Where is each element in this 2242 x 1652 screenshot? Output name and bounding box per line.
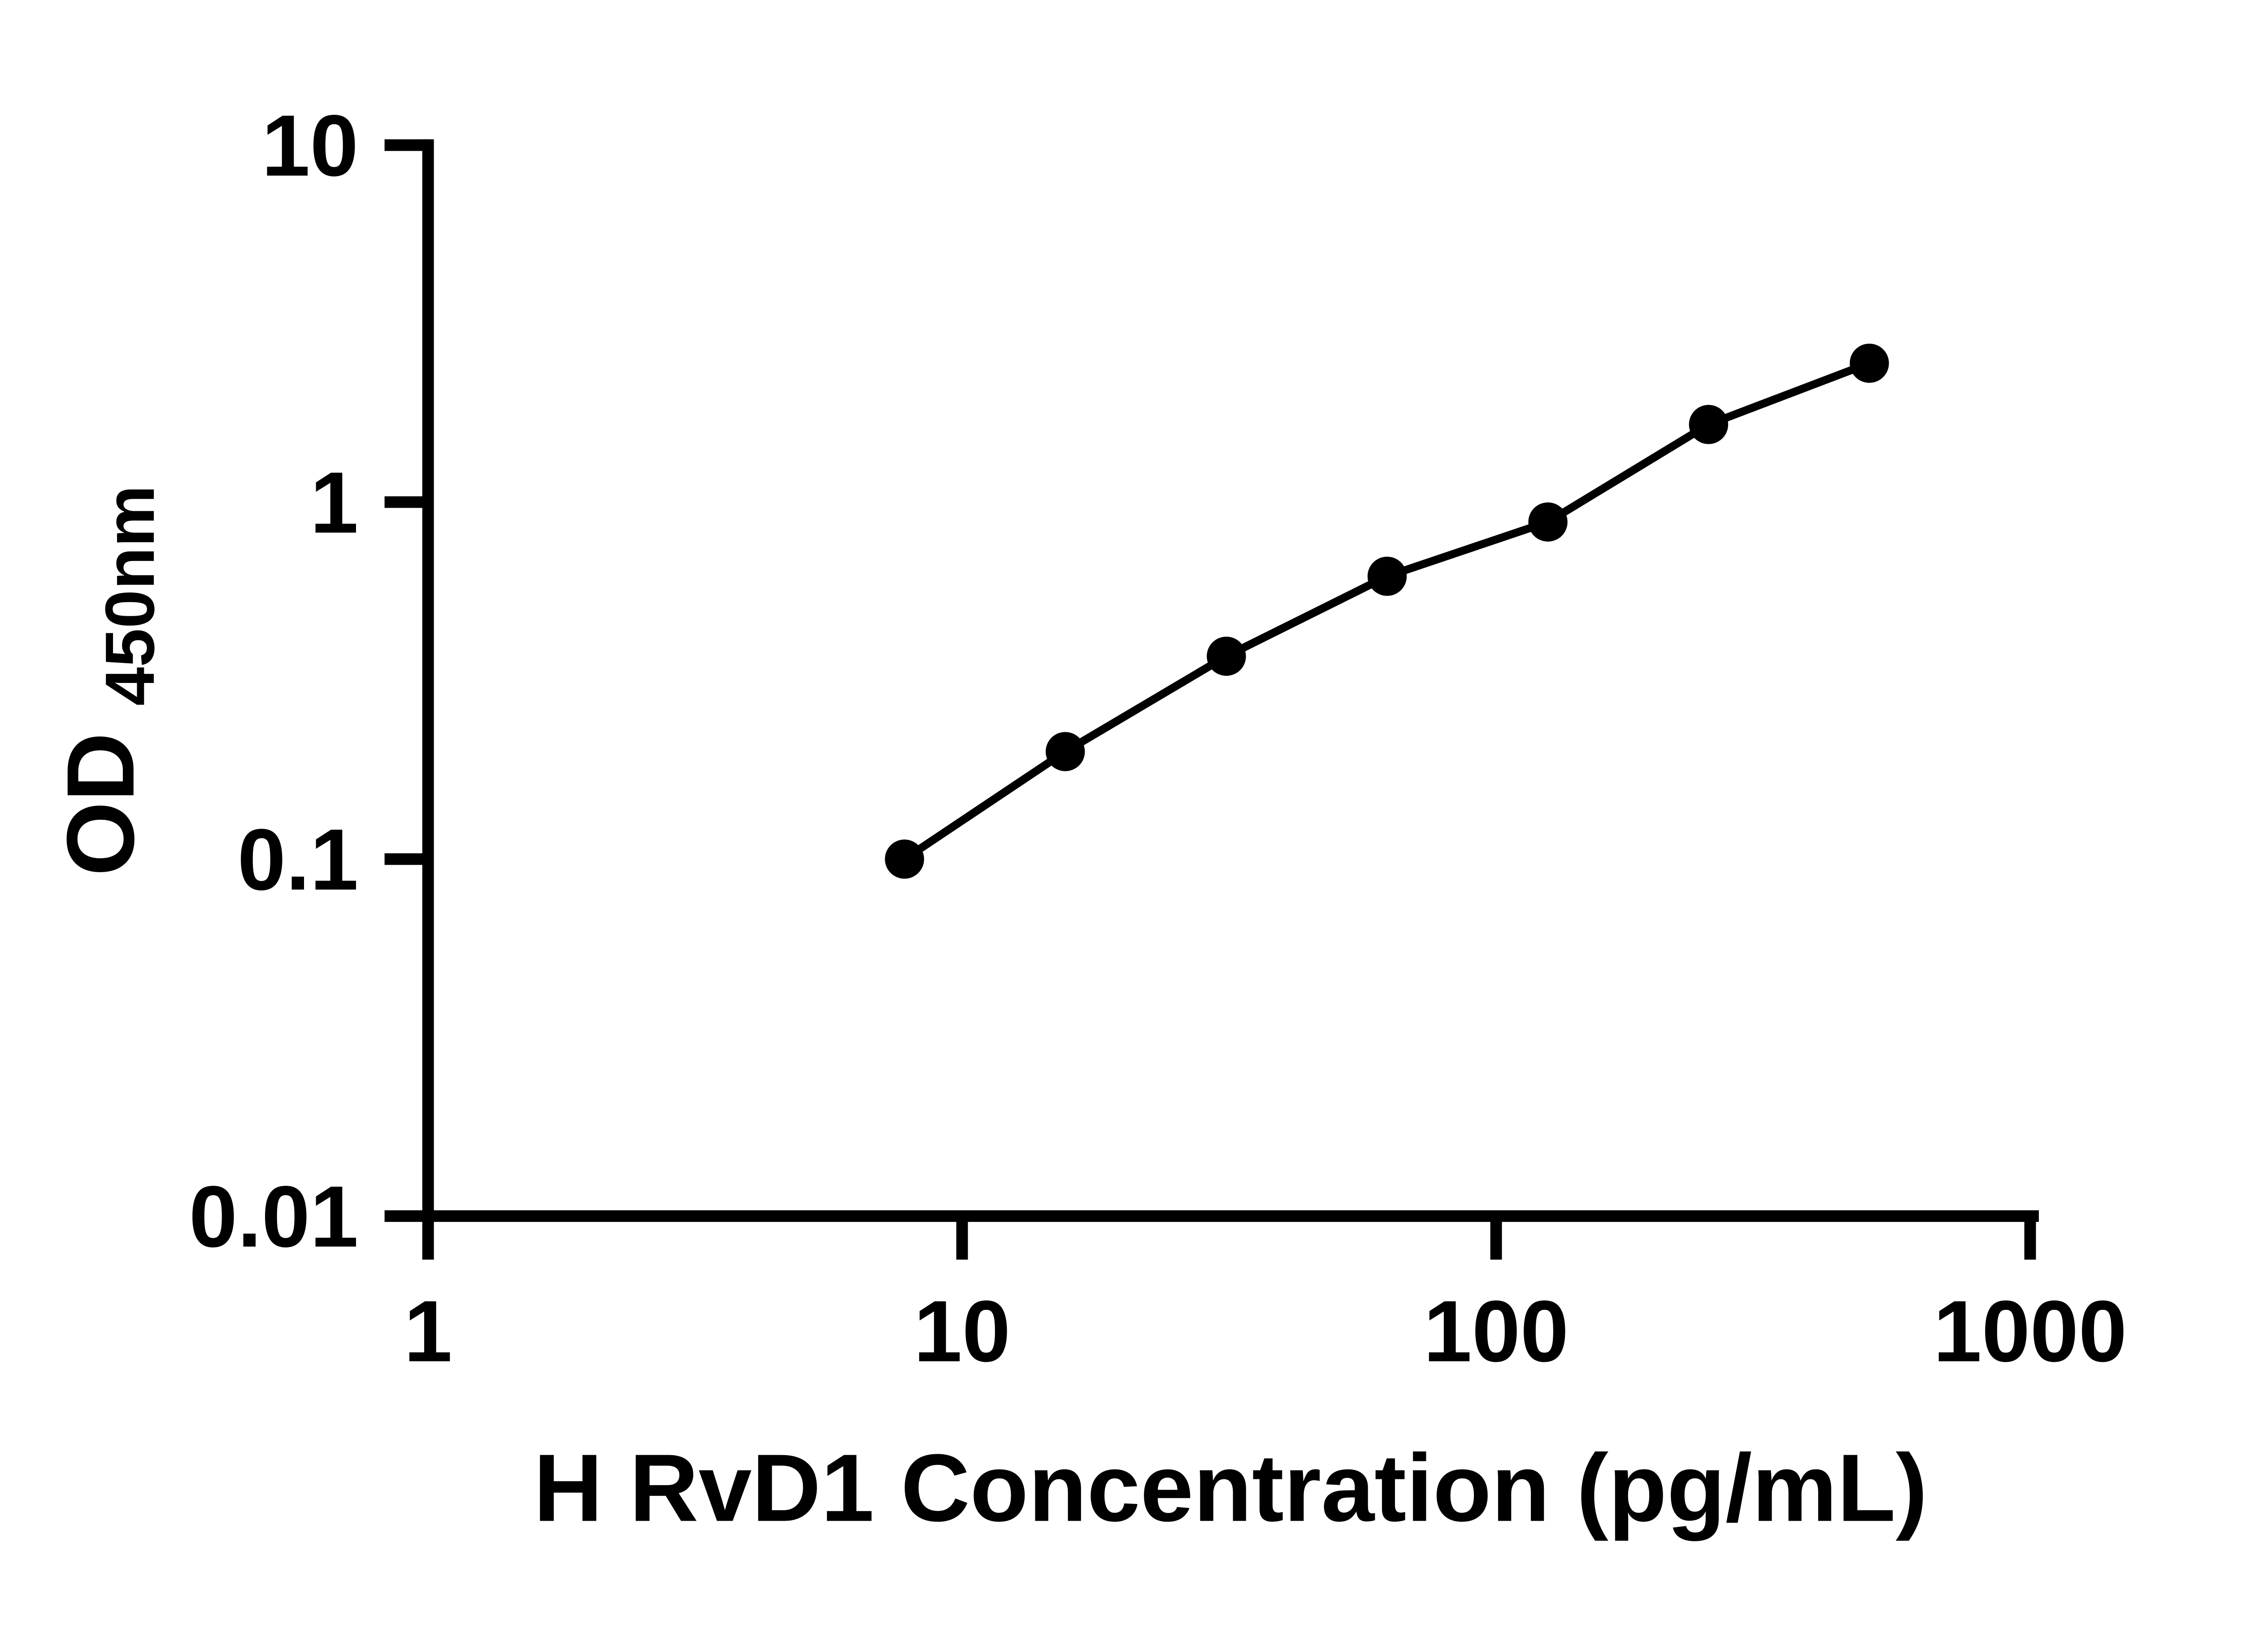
y-tick-label: 0.01: [189, 1168, 358, 1265]
x-axis-title: H RvD1 Concentration (pg/mL): [534, 1435, 1928, 1542]
data-point-marker: [1367, 556, 1407, 596]
data-point-marker: [1850, 343, 1889, 383]
y-axis-title-main: OD: [48, 732, 154, 876]
x-tick-label: 100: [1424, 1283, 1569, 1380]
data-point-marker: [1046, 732, 1085, 771]
x-tick-label: 10: [914, 1283, 1011, 1380]
y-tick-label: 10: [261, 97, 358, 195]
data-series: [885, 343, 1889, 879]
tick-marks: [384, 139, 2036, 1260]
y-axis-title-subscript: 450nm: [91, 485, 169, 706]
standard-curve-chart: 1 10 100 1000 0.01 0.1 1 10 H RvD1 Concentratio…: [47, 97, 2127, 1542]
data-point-marker: [1528, 502, 1568, 542]
data-point-marker: [1689, 404, 1729, 444]
axes: [422, 139, 2039, 1222]
y-tick-label: 1: [310, 454, 358, 552]
x-tick-label: 1: [404, 1283, 452, 1380]
tick-labels: 1 10 100 1000 0.01 0.1 1 10: [189, 97, 2127, 1380]
data-point-marker: [885, 839, 924, 879]
standard-curve-line: [900, 359, 1873, 863]
y-axis-title: OD 450nm: [48, 485, 169, 876]
data-point-marker: [1207, 636, 1246, 676]
x-tick-label: 1000: [1934, 1283, 2127, 1380]
y-tick-label: 0.1: [237, 811, 358, 909]
elisa-standard-curve-figure: 1 10 100 1000 0.01 0.1 1 10 H RvD1 Concentratio…: [47, 97, 2127, 1542]
